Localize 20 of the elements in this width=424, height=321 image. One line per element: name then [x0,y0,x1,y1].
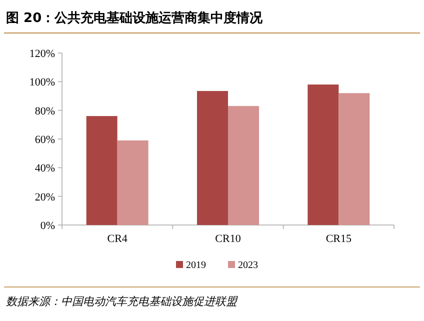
x-tick-label: CR15 [326,233,352,245]
chart-title: 图 20：公共充电基础设施运营商集中度情况 [6,10,264,26]
y-tick-label: 20% [34,191,55,204]
y-tick-label: 40% [34,162,55,175]
legend-label: 2019 [186,260,206,271]
y-tick-label: 60% [34,134,55,146]
y-tick-label: 0% [40,220,55,232]
bar [197,90,228,225]
bar [308,84,339,225]
bar [228,106,259,225]
y-tick-label: 100% [29,76,55,89]
y-tick-label: 120% [29,48,55,60]
x-tick-label: CR10 [215,233,242,245]
bar [117,140,148,225]
bar [338,93,370,225]
y-tick-label: 80% [34,105,55,118]
source-note: 数据来源：中国电动汽车充电基础设施促进联盟 [6,295,238,308]
bar [86,116,118,225]
x-tick-label: CR4 [107,233,128,245]
legend-label: 2023 [238,260,258,271]
